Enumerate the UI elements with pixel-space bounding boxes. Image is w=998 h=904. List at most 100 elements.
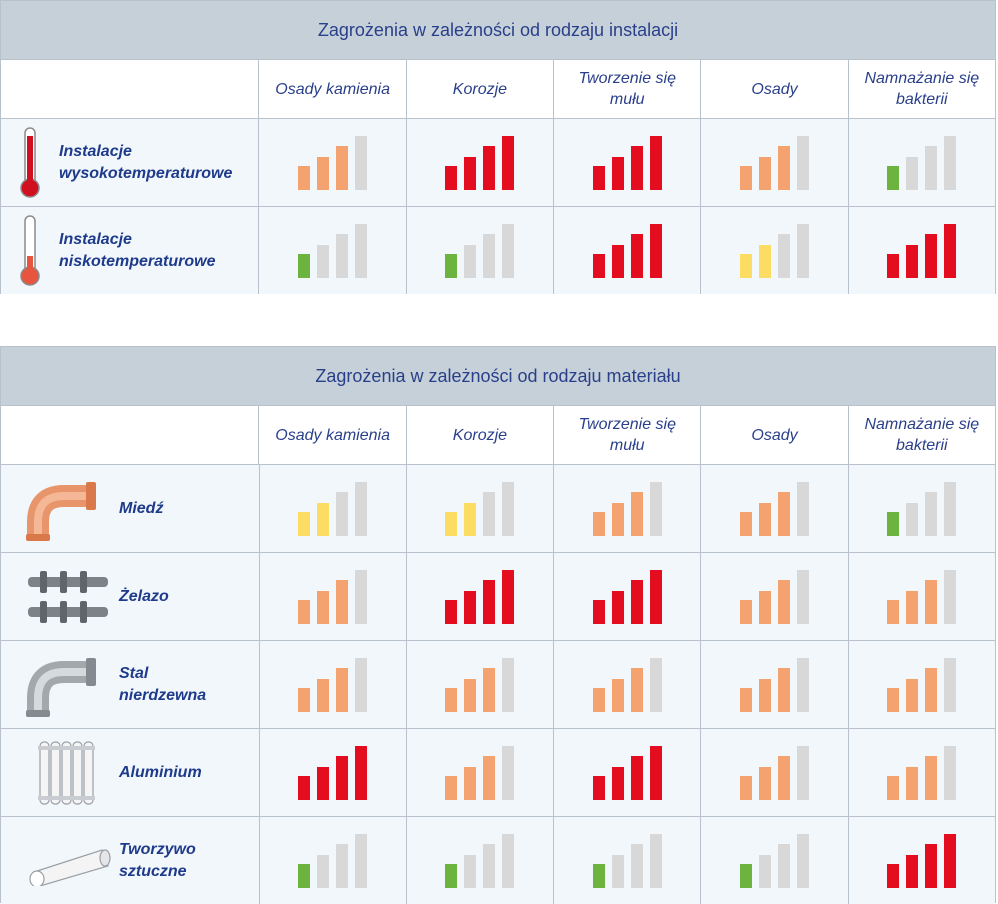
risk-bars (445, 481, 515, 536)
row-label: Instalacje niskotemperaturowe (59, 230, 216, 270)
risk-bars (445, 223, 515, 278)
risk-bars (887, 569, 957, 624)
risk-bar (906, 678, 919, 712)
risk-bars (445, 745, 515, 800)
risk-bar (649, 481, 662, 536)
risk-bar (611, 854, 624, 888)
risk-bar (759, 854, 772, 888)
risk-bar (778, 755, 791, 800)
risk-bar (630, 667, 643, 712)
risk-bars (740, 745, 810, 800)
risk-bar (611, 590, 624, 624)
table-title: Zagrożenia w zależności od rodzaju mater… (1, 347, 995, 406)
risk-bar (336, 667, 349, 712)
risk-bars (887, 657, 957, 712)
header-corner (1, 406, 258, 464)
risk-bar (611, 678, 624, 712)
risk-bar (649, 223, 662, 278)
risk-bar (778, 843, 791, 888)
risk-bar (355, 657, 368, 712)
column-header: Tworzenie się mułu (578, 70, 676, 108)
risk-bar (797, 657, 810, 712)
risk-bar (797, 481, 810, 536)
copper-elbow-icon (19, 474, 119, 544)
risk-bars (298, 223, 368, 278)
column-header: Korozje (452, 80, 508, 98)
risk-bar (298, 863, 311, 888)
risk-bar (298, 253, 311, 278)
risk-bars (740, 135, 810, 190)
risk-bars (740, 481, 810, 536)
risk-bar (483, 579, 496, 624)
risk-bar (778, 667, 791, 712)
risk-bar (925, 145, 938, 190)
header-row: Osady kamienia Korozje Tworzenie się muł… (1, 406, 995, 465)
risk-bar (592, 687, 605, 712)
risk-bar (502, 833, 515, 888)
risk-bar (740, 165, 753, 190)
risk-bar (887, 687, 900, 712)
risk-bar (502, 657, 515, 712)
thermometer-low-icon (1, 214, 59, 288)
risk-bars (298, 135, 368, 190)
risk-bar (740, 775, 753, 800)
risk-bar (298, 511, 311, 536)
column-header: Osady kamienia (275, 426, 390, 444)
risk-bar (740, 253, 753, 278)
risk-bar (317, 590, 330, 624)
risk-bar (445, 599, 458, 624)
risk-bar (298, 165, 311, 190)
header-row: Osady kamienia Korozje Tworzenie się muł… (1, 60, 995, 119)
risk-bar (483, 233, 496, 278)
risk-bar (797, 569, 810, 624)
risk-bar (592, 511, 605, 536)
risk-bar (611, 156, 624, 190)
risk-bars (592, 833, 662, 888)
risk-bar (740, 511, 753, 536)
risk-bar (483, 667, 496, 712)
risk-bar (797, 833, 810, 888)
risk-bars (445, 833, 515, 888)
installation-threat-table: Zagrożenia w zależności od rodzaju insta… (0, 0, 996, 294)
steel-elbow-icon (19, 650, 119, 720)
table-row: Miedź (1, 465, 995, 553)
risk-bars (592, 745, 662, 800)
risk-bar (740, 863, 753, 888)
table-row: Instalacje niskotemperaturowe (1, 207, 995, 294)
risk-bar (483, 843, 496, 888)
risk-bar (317, 678, 330, 712)
risk-bars (592, 569, 662, 624)
row-label: Żelazo (119, 587, 169, 605)
row-label: Aluminium (119, 763, 202, 781)
risk-bar (483, 755, 496, 800)
risk-bar (464, 678, 477, 712)
risk-bar (740, 599, 753, 624)
risk-bar (464, 590, 477, 624)
risk-bar (336, 145, 349, 190)
risk-bar (887, 165, 900, 190)
risk-bar (317, 766, 330, 800)
table-title: Zagrożenia w zależności od rodzaju insta… (1, 1, 995, 60)
risk-bar (925, 755, 938, 800)
risk-bar (355, 833, 368, 888)
risk-bar (759, 156, 772, 190)
risk-bars (887, 223, 957, 278)
risk-bar (355, 481, 368, 536)
risk-bar (611, 244, 624, 278)
risk-bar (592, 165, 605, 190)
table-row: Żelazo (1, 553, 995, 641)
column-header: Osady (751, 80, 798, 98)
risk-bar (630, 843, 643, 888)
risk-bar (611, 766, 624, 800)
risk-bar (887, 775, 900, 800)
row-label: Tworzywo sztuczne (119, 840, 196, 880)
table-row: Instalacje wysokotemperaturowe (1, 119, 995, 207)
risk-bar (317, 502, 330, 536)
risk-bars (592, 135, 662, 190)
risk-bar (944, 135, 957, 190)
row-label: Instalacje wysokotemperaturowe (59, 142, 233, 182)
risk-bar (944, 833, 957, 888)
risk-bar (887, 253, 900, 278)
risk-bar (502, 481, 515, 536)
risk-bar (592, 253, 605, 278)
